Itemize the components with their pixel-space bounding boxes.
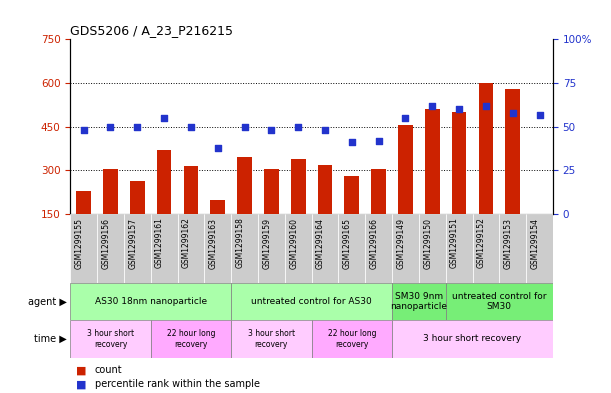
Bar <box>97 214 124 283</box>
Text: GSM1299163: GSM1299163 <box>209 218 218 269</box>
Text: GSM1299151: GSM1299151 <box>450 218 459 268</box>
Text: percentile rank within the sample: percentile rank within the sample <box>95 379 260 389</box>
Text: GSM1299153: GSM1299153 <box>503 218 513 269</box>
Text: GSM1299161: GSM1299161 <box>155 218 164 268</box>
Text: GSM1299154: GSM1299154 <box>530 218 540 269</box>
Bar <box>392 320 553 358</box>
Text: GSM1299160: GSM1299160 <box>289 218 298 269</box>
Text: GSM1299162: GSM1299162 <box>182 218 191 268</box>
Bar <box>312 320 392 358</box>
Text: 22 hour long
recovery: 22 hour long recovery <box>167 329 215 349</box>
Bar <box>526 214 553 283</box>
Point <box>213 145 222 151</box>
Bar <box>392 283 445 320</box>
Point <box>481 103 491 109</box>
Text: 3 hour short
recovery: 3 hour short recovery <box>87 329 134 349</box>
Point <box>347 140 357 146</box>
Text: GSM1299152: GSM1299152 <box>477 218 486 268</box>
Text: AS30 18nm nanoparticle: AS30 18nm nanoparticle <box>95 297 207 306</box>
Bar <box>505 89 520 214</box>
Text: 3 hour short
recovery: 3 hour short recovery <box>248 329 295 349</box>
Point <box>133 123 142 130</box>
Bar <box>70 320 151 358</box>
Text: 22 hour long
recovery: 22 hour long recovery <box>327 329 376 349</box>
Bar <box>419 214 445 283</box>
Bar <box>231 320 312 358</box>
Point <box>106 123 115 130</box>
Point <box>79 127 89 133</box>
Bar <box>338 214 365 283</box>
Point <box>266 127 276 133</box>
Text: ■: ■ <box>76 365 87 375</box>
Point <box>240 123 249 130</box>
Bar <box>345 176 359 214</box>
Bar <box>445 214 472 283</box>
Text: GSM1299165: GSM1299165 <box>343 218 352 269</box>
Bar <box>124 214 151 283</box>
Point <box>454 106 464 112</box>
Text: 3 hour short recovery: 3 hour short recovery <box>423 334 522 343</box>
Bar <box>231 283 392 320</box>
Bar <box>130 181 145 214</box>
Text: untreated control for AS30: untreated control for AS30 <box>251 297 372 306</box>
Text: untreated control for
SM30: untreated control for SM30 <box>452 292 547 311</box>
Point <box>401 115 411 121</box>
Point <box>374 138 384 144</box>
Bar <box>398 125 413 214</box>
Bar <box>472 214 499 283</box>
Text: GSM1299157: GSM1299157 <box>128 218 137 269</box>
Text: GSM1299166: GSM1299166 <box>370 218 379 269</box>
Text: GSM1299156: GSM1299156 <box>101 218 111 269</box>
Bar <box>204 214 231 283</box>
Text: GSM1299150: GSM1299150 <box>423 218 433 269</box>
Bar <box>151 320 231 358</box>
Bar <box>392 214 419 283</box>
Bar <box>258 214 285 283</box>
Text: GDS5206 / A_23_P216215: GDS5206 / A_23_P216215 <box>70 24 233 37</box>
Bar <box>452 112 466 214</box>
Text: GSM1299158: GSM1299158 <box>236 218 244 268</box>
Bar <box>371 169 386 214</box>
Bar <box>318 165 332 214</box>
Text: time ▶: time ▶ <box>34 334 67 344</box>
Bar <box>210 200 225 214</box>
Point <box>293 123 303 130</box>
Bar <box>183 166 199 214</box>
Bar <box>157 150 172 214</box>
Bar <box>445 283 553 320</box>
Bar <box>70 283 231 320</box>
Point <box>428 103 437 109</box>
Bar <box>264 169 279 214</box>
Point <box>159 115 169 121</box>
Bar <box>365 214 392 283</box>
Bar <box>151 214 178 283</box>
Bar <box>70 214 97 283</box>
Bar <box>76 191 91 214</box>
Text: SM30 9nm
nanoparticle: SM30 9nm nanoparticle <box>390 292 447 311</box>
Bar <box>237 157 252 214</box>
Text: GSM1299159: GSM1299159 <box>262 218 271 269</box>
Text: ■: ■ <box>76 379 87 389</box>
Text: agent ▶: agent ▶ <box>28 297 67 307</box>
Bar <box>285 214 312 283</box>
Text: GSM1299149: GSM1299149 <box>397 218 406 269</box>
Bar <box>312 214 338 283</box>
Bar <box>478 83 493 214</box>
Bar <box>499 214 526 283</box>
Text: GSM1299155: GSM1299155 <box>75 218 84 269</box>
Point <box>320 127 330 133</box>
Bar <box>231 214 258 283</box>
Point <box>186 123 196 130</box>
Bar <box>291 159 306 214</box>
Bar <box>103 169 118 214</box>
Text: count: count <box>95 365 122 375</box>
Bar <box>425 109 440 214</box>
Point <box>508 110 518 116</box>
Text: GSM1299164: GSM1299164 <box>316 218 325 269</box>
Bar <box>178 214 204 283</box>
Point <box>535 111 544 118</box>
